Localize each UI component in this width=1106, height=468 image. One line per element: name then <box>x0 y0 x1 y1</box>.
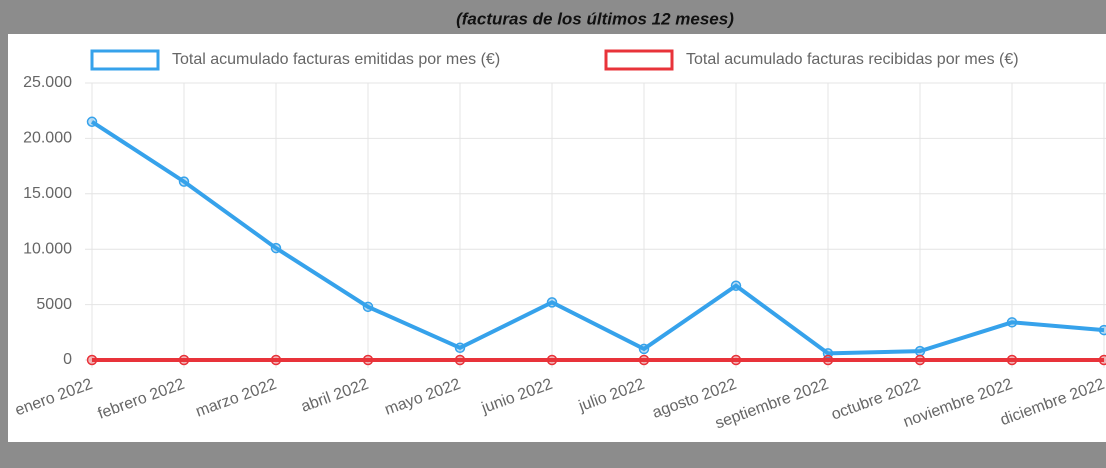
point <box>730 354 742 366</box>
chart-panel <box>8 34 1106 442</box>
point <box>454 354 466 366</box>
point <box>362 354 374 366</box>
point <box>1098 354 1106 366</box>
point <box>638 354 650 366</box>
legend-swatch <box>90 49 160 71</box>
point <box>730 280 742 292</box>
point <box>638 343 650 355</box>
point <box>546 297 558 308</box>
chart-title: (facturas de los últimos 12 meses) <box>456 9 734 28</box>
point <box>86 354 98 366</box>
point <box>914 354 926 366</box>
point <box>362 301 374 313</box>
point <box>454 342 466 354</box>
point <box>270 354 282 366</box>
legend-label: Total acumulado facturas recibidas por m… <box>686 51 1019 68</box>
point <box>270 242 282 254</box>
point <box>914 345 926 357</box>
point <box>1098 324 1106 336</box>
y-tick-label: 5000 <box>36 296 72 313</box>
point <box>86 116 98 128</box>
point <box>178 354 190 366</box>
point <box>822 354 834 366</box>
point <box>1006 317 1018 328</box>
y-tick-label: 0 <box>63 351 72 368</box>
point <box>546 354 558 366</box>
y-tick-label: 10.000 <box>23 240 72 257</box>
y-tick-label: 25.000 <box>23 74 72 91</box>
y-tick-label: 15.000 <box>23 185 72 202</box>
legend-label: Total acumulado facturas emitidas por me… <box>172 51 500 68</box>
y-tick-label: 20.000 <box>23 130 72 147</box>
series-line <box>90 120 1105 356</box>
point <box>1006 354 1018 366</box>
legend-swatch <box>604 49 674 71</box>
point <box>178 176 190 187</box>
